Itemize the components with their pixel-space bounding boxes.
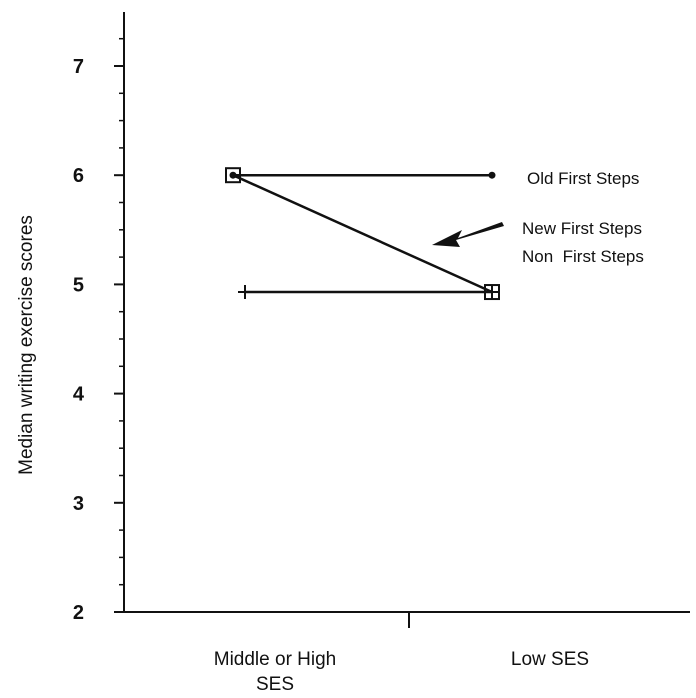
y-tick-label: 4: [73, 384, 85, 406]
y-tick-label: 2: [73, 602, 84, 624]
y-tick-label: 5: [73, 274, 84, 296]
series-label: Non First Steps: [522, 247, 644, 266]
arrow-pointer: [432, 222, 504, 247]
x-category-label: Middle or High: [214, 649, 337, 670]
y-tick-label: 3: [73, 493, 84, 515]
y-tick-label: 7: [73, 56, 84, 78]
y-tick-label: 6: [73, 165, 84, 187]
dot-marker: [488, 171, 496, 179]
series-label: Old First Steps: [527, 169, 639, 188]
square-marker: [225, 167, 241, 184]
series-line: [232, 174, 493, 294]
x-category-label: SES: [256, 674, 294, 695]
x-category-label: Low SES: [511, 649, 589, 670]
y-ticks: 2 3 4 5 6 7: [73, 37, 124, 624]
plus-marker: [485, 285, 499, 300]
series-labels: Old First Steps New First Steps Non First …: [522, 169, 644, 266]
x-categories: Middle or High SES Low SES: [214, 649, 589, 695]
series-lines: [232, 173, 493, 294]
axes: [123, 12, 690, 628]
plus-marker: [238, 285, 252, 300]
series-markers: [225, 167, 500, 301]
dot-marker: [229, 171, 237, 179]
series-label: New First Steps: [522, 219, 642, 238]
y-axis-label: Median writing exercise scores: [16, 215, 37, 475]
